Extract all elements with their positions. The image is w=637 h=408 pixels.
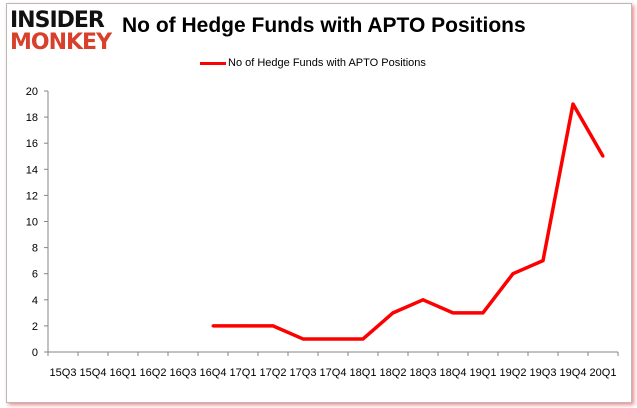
x-tick-label: 17Q1 (230, 367, 257, 379)
x-tick-label: 18Q3 (410, 367, 437, 379)
data-point (511, 272, 515, 276)
y-tick-label: 12 (26, 190, 38, 202)
data-point (571, 102, 575, 106)
chart-frame (6, 3, 632, 403)
data-point (601, 154, 605, 158)
x-tick-label: 19Q4 (560, 367, 587, 379)
x-tick-label: 18Q4 (440, 367, 467, 379)
chart-title: No of Hedge Funds with APTO Positions (122, 14, 526, 37)
y-tick-label: 18 (26, 112, 38, 124)
legend-label: No of Hedge Funds with APTO Positions (228, 57, 426, 69)
x-tick-label: 16Q2 (140, 367, 167, 379)
y-tick-label: 2 (32, 321, 38, 333)
y-tick-label: 0 (32, 347, 38, 359)
legend: No of Hedge Funds with APTO Positions (200, 57, 426, 69)
x-tick-label: 19Q3 (530, 367, 557, 379)
series-line (213, 102, 605, 341)
x-tick-label: 18Q2 (380, 367, 407, 379)
data-point (541, 259, 545, 263)
x-tick-label: 20Q1 (590, 367, 617, 379)
y-tick-label: 4 (32, 295, 38, 307)
x-tick-label: 15Q3 (50, 367, 77, 379)
y-tick-label: 8 (32, 243, 38, 255)
data-point (271, 324, 275, 328)
data-point (241, 324, 245, 328)
x-tick-label: 19Q2 (500, 367, 527, 379)
legend-swatch (200, 61, 226, 65)
x-tick-label: 16Q3 (170, 367, 197, 379)
x-tick-label: 17Q4 (320, 367, 347, 379)
x-tick-label: 17Q2 (260, 367, 287, 379)
data-point (451, 311, 455, 315)
data-point (331, 337, 335, 341)
data-point (481, 311, 485, 315)
logo-line2: MONKEY (10, 30, 112, 55)
y-tick-label: 10 (26, 217, 38, 229)
x-tick-label: 15Q4 (80, 367, 107, 379)
data-point (211, 324, 215, 328)
data-point (391, 311, 395, 315)
y-tick-label: 20 (26, 86, 38, 98)
logo-line1: INSIDER (10, 8, 105, 33)
data-point (361, 337, 365, 341)
data-point (421, 298, 425, 302)
data-point (301, 337, 305, 341)
x-tick-label: 17Q3 (290, 367, 317, 379)
y-tick-label: 6 (32, 269, 38, 281)
y-tick-label: 14 (26, 164, 38, 176)
insider-monkey-logo: INSIDER MONKEY (10, 8, 112, 55)
x-tick-label: 16Q4 (200, 367, 227, 379)
y-tick-label: 16 (26, 138, 38, 150)
x-tick-label: 18Q1 (350, 367, 377, 379)
x-tick-label: 19Q1 (470, 367, 497, 379)
x-tick-label: 16Q1 (110, 367, 137, 379)
